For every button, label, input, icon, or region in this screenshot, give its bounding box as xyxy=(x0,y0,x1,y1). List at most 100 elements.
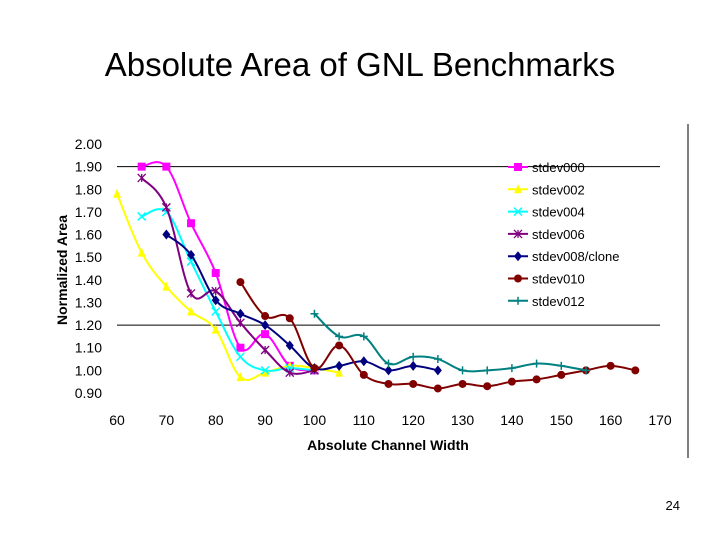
y-tick-label: 0.90 xyxy=(75,385,102,401)
legend-label: stdev012 xyxy=(532,294,585,309)
data-point xyxy=(483,366,492,375)
y-tick-label: 1.40 xyxy=(75,272,102,288)
data-point xyxy=(235,352,245,362)
x-tick-label: 110 xyxy=(353,412,376,428)
x-tick-label: 130 xyxy=(451,412,475,428)
slide-title: Absolute Area of GNL Benchmarks xyxy=(104,46,616,83)
data-point xyxy=(310,364,319,373)
data-point xyxy=(285,314,294,323)
data-point-stroke xyxy=(260,365,270,375)
data-point xyxy=(161,202,171,212)
data-point xyxy=(557,370,566,379)
data-point xyxy=(335,332,344,341)
data-point xyxy=(514,184,522,194)
data-point-stroke xyxy=(235,352,245,362)
legend-label: stdev006 xyxy=(532,227,585,242)
axes: 2.00 1.90 1.80 1.70 1.60 1.50 1.40 1.30 1.20 1.10… xyxy=(75,136,672,428)
data-point xyxy=(261,330,270,339)
data-point xyxy=(606,361,615,370)
y-tick-label: 1.90 xyxy=(75,159,102,175)
data-point xyxy=(211,286,221,296)
legend-label: stdev010 xyxy=(532,272,585,287)
data-point xyxy=(359,356,368,367)
data-point xyxy=(187,306,196,316)
legend-item: stdev008/clone xyxy=(508,249,619,264)
y-tick-label: 1.70 xyxy=(75,204,102,220)
data-point xyxy=(483,382,492,391)
data-point-stroke xyxy=(211,306,221,317)
x-tick-label: 160 xyxy=(599,412,623,428)
data-point xyxy=(211,324,220,334)
legend-label: stdev002 xyxy=(532,182,585,197)
data-point xyxy=(507,377,516,386)
x-tick-label: 80 xyxy=(208,412,224,428)
x-tick-label: 150 xyxy=(550,412,574,428)
data-point xyxy=(310,309,319,318)
data-point xyxy=(137,173,147,183)
data-point xyxy=(211,306,221,317)
data-point xyxy=(211,295,220,306)
data-point xyxy=(285,368,295,378)
data-point xyxy=(211,269,220,278)
data-point xyxy=(335,367,344,377)
x-tick-label: 100 xyxy=(303,412,327,428)
data-point xyxy=(285,340,294,351)
y-tick-label: 1.30 xyxy=(75,294,102,310)
data-point xyxy=(236,308,245,319)
y-tick-label: 1.80 xyxy=(75,181,102,197)
y-tick-label: 2.00 xyxy=(75,136,102,152)
y-tick-label: 1.60 xyxy=(75,227,102,243)
data-point xyxy=(507,364,516,373)
data-point xyxy=(137,247,146,257)
data-point xyxy=(557,361,566,370)
x-tick-label: 170 xyxy=(648,412,672,428)
data-point xyxy=(433,384,442,393)
series-line xyxy=(140,177,315,375)
data-point-stroke xyxy=(137,211,147,221)
series-line xyxy=(116,193,340,381)
data-point xyxy=(236,343,245,352)
data-point xyxy=(162,229,171,240)
data-point xyxy=(409,352,418,361)
data-point xyxy=(384,379,393,388)
data-point xyxy=(335,341,344,350)
legend-item: stdev012 xyxy=(508,294,585,309)
data-point xyxy=(236,278,245,287)
x-axis-label: Absolute Channel Width xyxy=(307,437,469,453)
series-stdev010 xyxy=(236,278,640,393)
data-point xyxy=(137,211,147,221)
data-point xyxy=(384,359,393,368)
data-point xyxy=(433,365,442,376)
data-point xyxy=(514,163,522,171)
series-stdev006 xyxy=(137,173,319,378)
legend-label: stdev000 xyxy=(532,160,585,175)
data-point xyxy=(384,365,393,376)
data-point xyxy=(187,249,196,260)
y-tick-label: 1.20 xyxy=(75,317,102,333)
data-point xyxy=(187,219,196,228)
data-point-stroke xyxy=(513,207,523,217)
data-point xyxy=(113,188,121,198)
legend: stdev000 stdev002 stdev004 stdev006 stdev008… xyxy=(508,160,619,309)
legend-item: stdev006 xyxy=(508,227,585,242)
data-point xyxy=(260,365,270,375)
slide-number: 24 xyxy=(665,498,680,513)
legend-item: stdev002 xyxy=(508,182,585,197)
legend-label: stdev008/clone xyxy=(532,249,619,264)
data-point xyxy=(458,379,467,388)
y-tick-label: 1.10 xyxy=(75,340,102,356)
legend-item: stdev010 xyxy=(508,272,585,287)
y-axis-label: Normalized Area xyxy=(54,215,70,325)
legend-item: stdev004 xyxy=(508,205,585,220)
data-point xyxy=(458,366,467,375)
x-tick-label: 90 xyxy=(257,412,273,428)
data-point xyxy=(162,162,171,171)
y-tick-label: 1.00 xyxy=(75,362,102,378)
data-point xyxy=(359,370,368,379)
data-point xyxy=(186,288,196,298)
data-point xyxy=(260,345,270,355)
x-tick-label: 120 xyxy=(402,412,426,428)
data-point xyxy=(514,296,522,305)
data-point xyxy=(514,274,522,283)
